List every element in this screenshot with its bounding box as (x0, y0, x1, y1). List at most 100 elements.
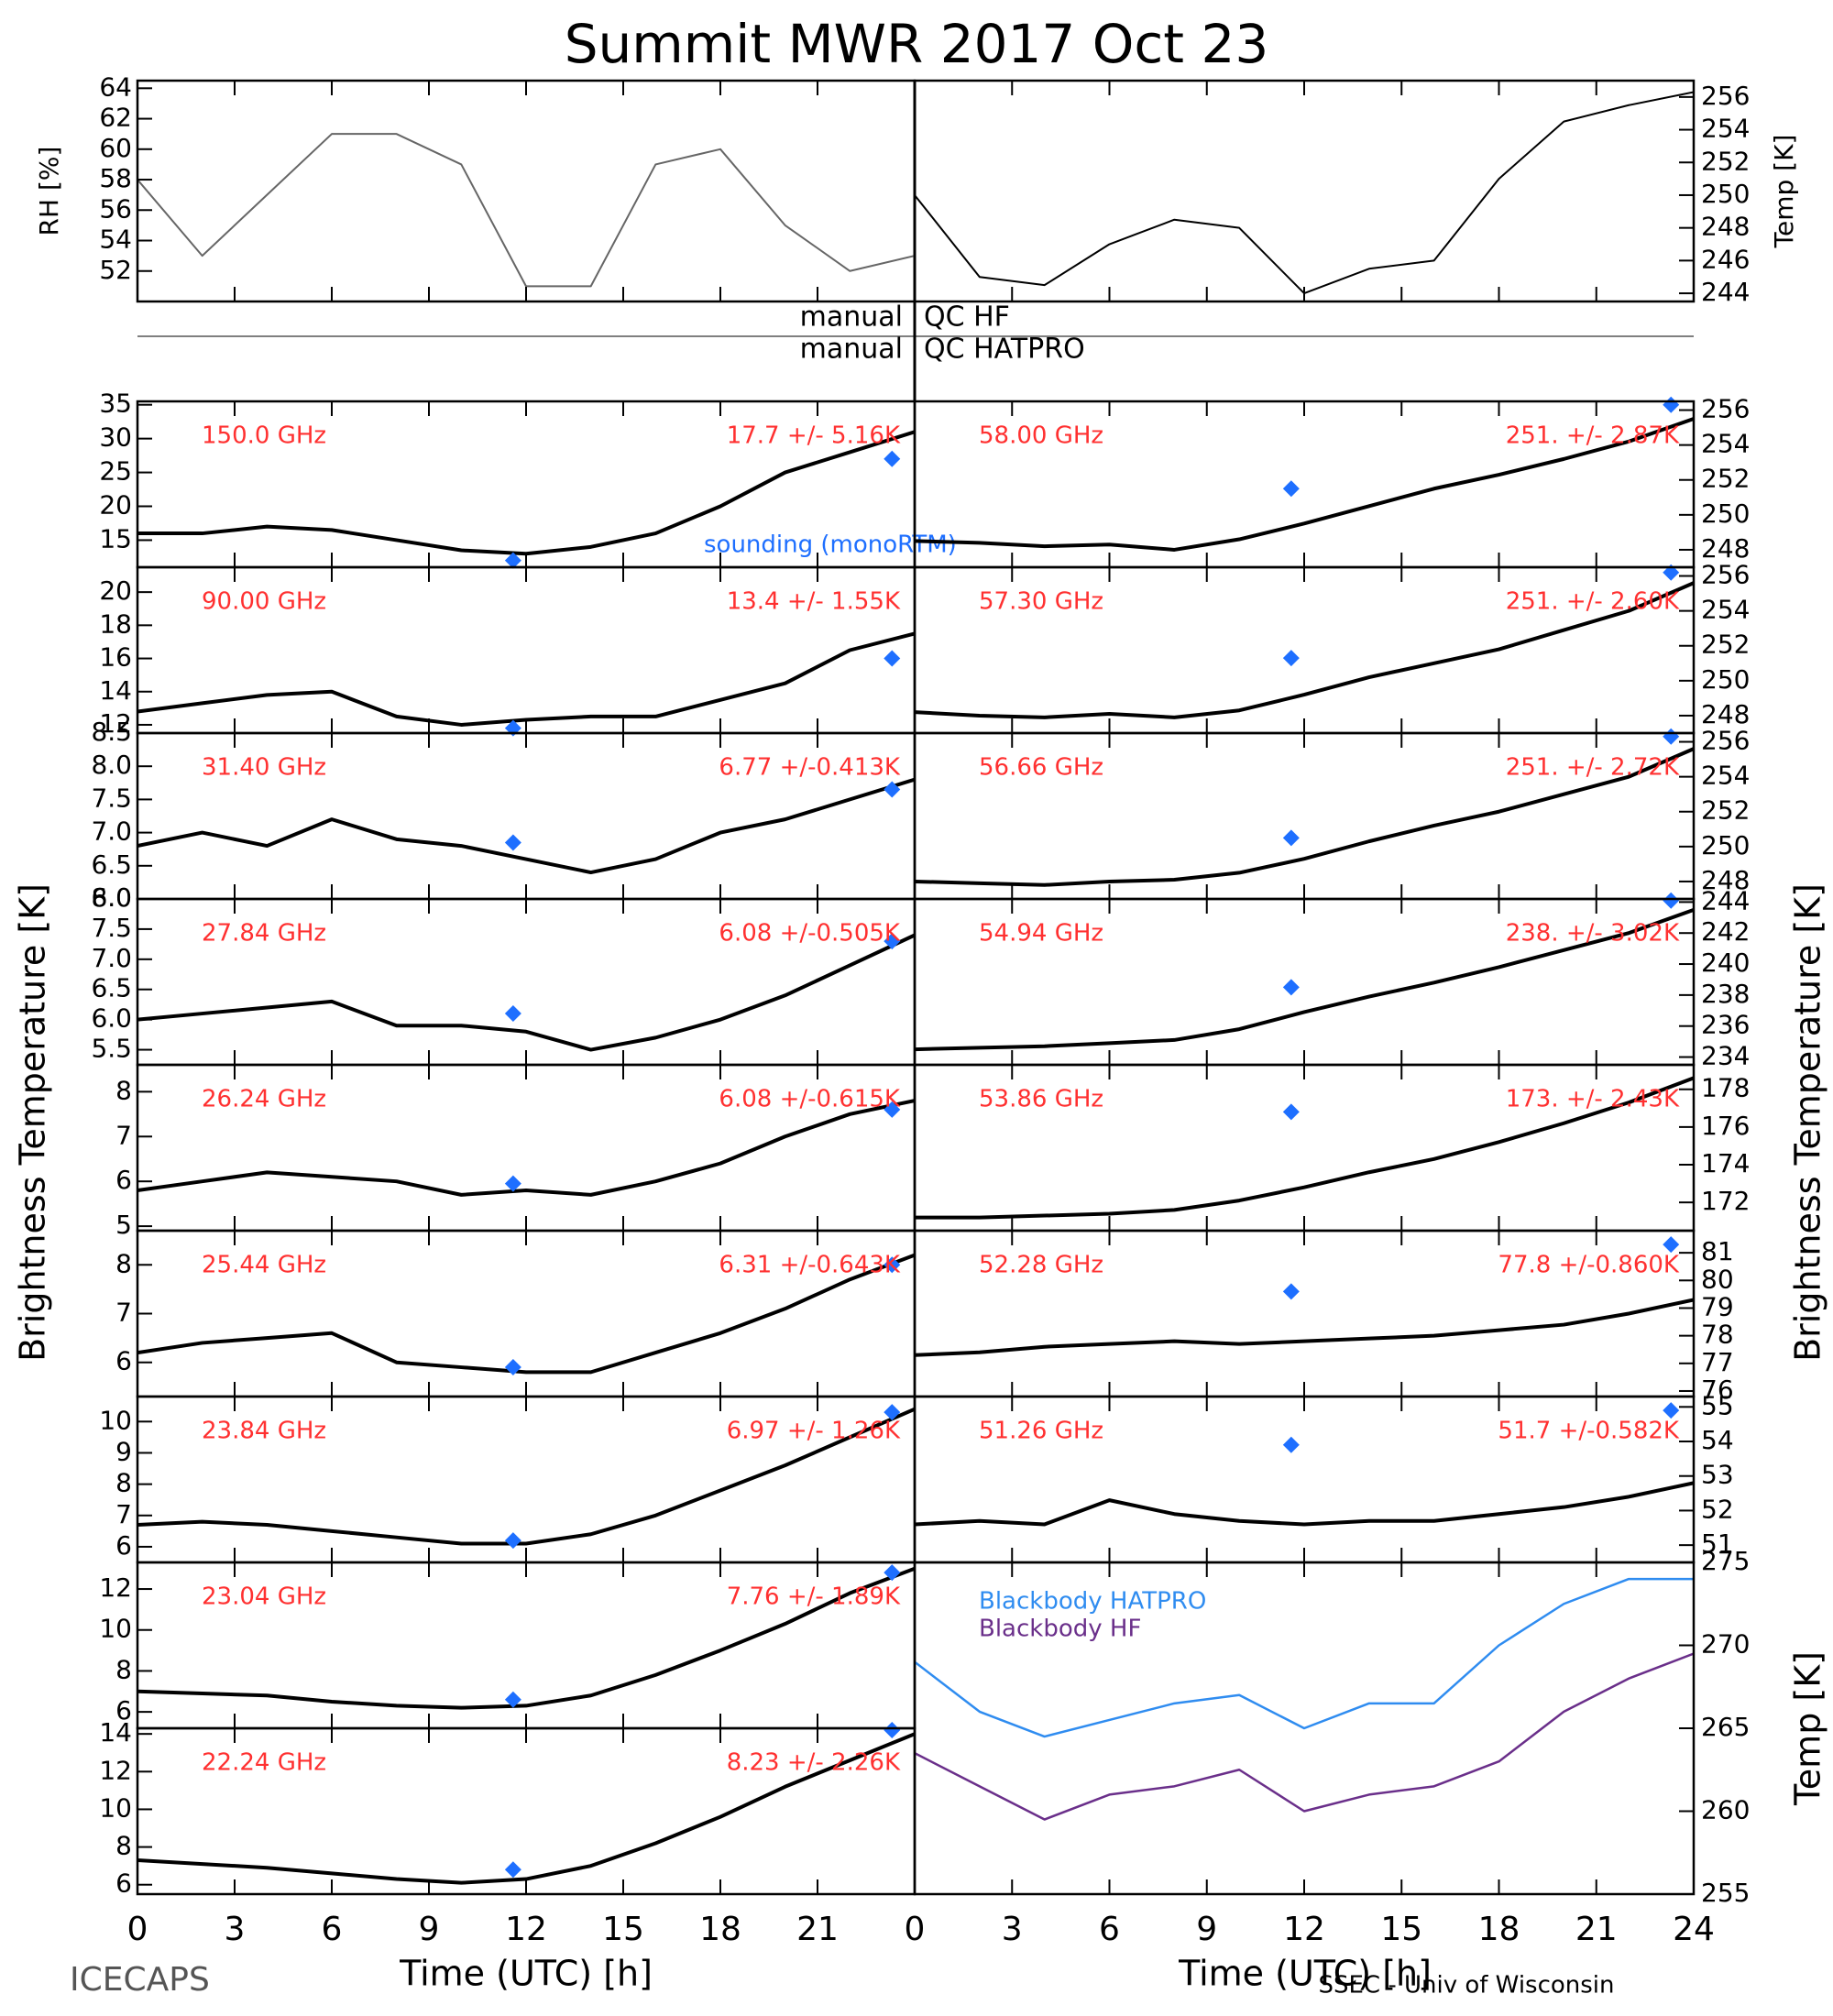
y-tick-label: 9 (115, 1436, 132, 1466)
y-tick-label: 53 (1701, 1460, 1734, 1490)
x-tick-label: 18 (1478, 1911, 1520, 1948)
legend-entry: Blackbody HF (979, 1616, 1141, 1643)
data-line (137, 631, 915, 727)
y-tick-label: 260 (1701, 1795, 1750, 1825)
x-tick-label: 9 (1196, 1911, 1217, 1948)
sounding-marker (504, 1005, 521, 1023)
y-tick-label: 8 (115, 1831, 132, 1861)
data-line (915, 1577, 1694, 1738)
frequency-label: 22.24 GHz (202, 1749, 326, 1777)
y-tick-label: 270 (1701, 1629, 1750, 1660)
stat-label: 51.7 +/-0.582K (1498, 1418, 1680, 1445)
sounding-marker (504, 1861, 521, 1879)
y-tick-label: 248 (1701, 699, 1750, 729)
x-tick-label: 15 (1380, 1911, 1422, 1948)
sounding-marker (504, 1359, 521, 1376)
frequency-label: 52.28 GHz (979, 1252, 1103, 1279)
y-tick-label: 79 (1701, 1291, 1734, 1321)
stat-label: 251. +/- 2.87K (1506, 422, 1680, 450)
stat-label: 77.8 +/-0.860K (1498, 1252, 1680, 1279)
stat-label: 251. +/- 2.72K (1506, 754, 1680, 782)
data-line (137, 1099, 915, 1197)
stat-label: 251. +/- 2.60K (1506, 588, 1680, 616)
annotation: sounding (monoRTM) (704, 531, 957, 559)
y-tick-label: 6.0 (91, 882, 132, 913)
y-tick-label: 7.0 (91, 943, 132, 973)
y-tick-label: 8 (115, 1248, 132, 1278)
qc-label: manual (800, 334, 903, 366)
y-tick-label: 6 (115, 1868, 132, 1899)
frequency-label: 54.94 GHz (979, 920, 1103, 948)
y-tick-label: 234 (1701, 1041, 1750, 1071)
sounding-marker (884, 1404, 901, 1421)
stat-label: 13.4 +/- 1.55K (727, 588, 901, 616)
y-tick-label: 12 (99, 1755, 132, 1785)
y-tick-label: 256 (1701, 81, 1750, 111)
sounding-marker (1282, 979, 1300, 996)
y-tick-label: 20 (99, 575, 132, 606)
x-tick-label: 12 (1283, 1911, 1325, 1948)
y-tick-label: 250 (1701, 179, 1750, 209)
panel-frame (136, 79, 916, 303)
y-tick-label: 250 (1701, 664, 1750, 695)
frequency-label: 23.04 GHz (202, 1583, 326, 1611)
frequency-label: 31.40 GHz (202, 754, 326, 782)
qc-label: manual (800, 301, 903, 334)
y-tick-label: 8 (115, 1654, 132, 1684)
y-tick-label: 55 (1701, 1390, 1734, 1420)
sounding-marker (884, 1256, 901, 1274)
y-tick-label: 246 (1701, 244, 1750, 274)
y-tick-label: 25 (99, 456, 132, 487)
qc-label: QC HATPRO (924, 334, 1085, 366)
stat-label: 6.97 +/- 1.26K (727, 1418, 901, 1445)
y-tick-label: 248 (1701, 533, 1750, 564)
x-tick-label: 18 (699, 1911, 741, 1948)
y-tick-label: 275 (1701, 1546, 1750, 1576)
x-tick-label: 6 (1099, 1911, 1120, 1948)
y-tick-label: 10 (99, 1792, 132, 1823)
data-line (137, 1407, 915, 1546)
x-axis-label: Time (UTC) [h] (1178, 1954, 1432, 1994)
stat-label: 6.08 +/-0.615K (719, 1086, 901, 1113)
frequency-label: 26.24 GHz (202, 1086, 326, 1113)
y-tick-label: 6.5 (91, 849, 132, 880)
x-tick-label: 15 (602, 1911, 644, 1948)
y-tick-label: 56 (99, 193, 132, 224)
y-tick-label: 8.0 (91, 750, 132, 780)
y-tick-label: 10 (99, 1614, 132, 1644)
y-tick-label: 250 (1701, 830, 1750, 860)
sounding-marker (504, 1532, 521, 1550)
y-tick-label: 7 (115, 1120, 132, 1150)
y-tick-label: 54 (1701, 1425, 1734, 1455)
sounding-marker (1663, 892, 1680, 909)
stat-label: 7.76 +/- 1.89K (727, 1583, 901, 1611)
y-tick-label: 254 (1701, 595, 1750, 625)
frequency-label: 150.0 GHz (202, 422, 326, 450)
y-tick-label: 256 (1701, 560, 1750, 590)
data-line (137, 777, 915, 875)
y-axis-label: Brightness Temperature [K] (1788, 883, 1828, 1362)
y-tick-label: 5.5 (91, 1034, 132, 1064)
x-tick-label: 0 (127, 1911, 148, 1948)
y-tick-label: 6 (115, 1346, 132, 1376)
sounding-marker (504, 1175, 521, 1192)
y-tick-label: 6 (115, 1695, 132, 1726)
data-line (915, 417, 1694, 552)
stat-label: 17.7 +/- 5.16K (727, 422, 901, 450)
frequency-label: 51.26 GHz (979, 1418, 1103, 1445)
stat-label: 6.31 +/-0.643K (719, 1252, 901, 1279)
y-tick-label: 174 (1701, 1148, 1750, 1178)
y-tick-label: 248 (1701, 865, 1750, 895)
x-tick-label: 6 (322, 1911, 343, 1948)
x-tick-label: 21 (1575, 1911, 1618, 1948)
y-tick-label: 7.5 (91, 913, 132, 943)
frequency-label: 53.86 GHz (979, 1086, 1103, 1113)
sounding-marker (1663, 1402, 1680, 1419)
sounding-marker (884, 1101, 901, 1118)
panel-frame (913, 79, 1696, 303)
y-axis-label: Brightness Temperature [K] (13, 883, 53, 1362)
y-tick-label: 15 (99, 523, 132, 553)
y-tick-label: 62 (99, 103, 132, 133)
y-tick-label: 248 (1701, 212, 1750, 242)
